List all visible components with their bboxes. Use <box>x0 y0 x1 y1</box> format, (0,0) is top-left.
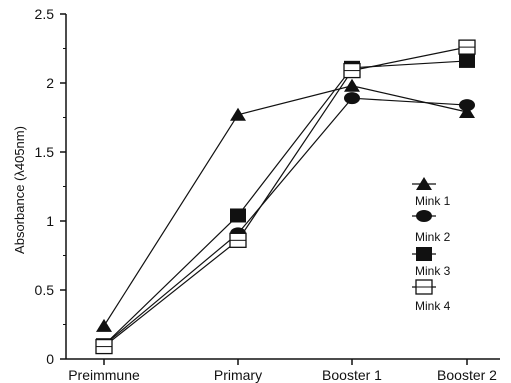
series-line-mink-3 <box>103 60 468 346</box>
y-tick-label: 2 <box>46 75 54 91</box>
data-point-mink-4 <box>458 39 476 55</box>
y-tick-label: 1.5 <box>35 144 55 160</box>
x-tick-label: Primary <box>214 367 262 383</box>
legend-label-mink-2: Mink 2 <box>415 230 451 244</box>
data-point-mink-2 <box>344 92 360 105</box>
y-tick-label: 0 <box>46 351 54 367</box>
data-point-mink-1 <box>344 78 360 92</box>
data-point-mink-4 <box>229 232 247 248</box>
data-point-mink-1 <box>96 318 112 332</box>
x-axis: Preimmune Primary Booster 1 Booster 2 <box>66 358 500 383</box>
legend-marker-mink-2 <box>416 210 432 222</box>
y-tick-label: 0.5 <box>35 282 55 298</box>
data-point-mink-3 <box>459 53 475 68</box>
data-point-mink-4 <box>343 62 361 79</box>
series-layer <box>95 39 476 355</box>
legend-label-mink-3: Mink 3 <box>415 264 451 278</box>
legend: Mink 1 Mink 2 Mink 3 Mink 4 <box>412 177 451 313</box>
legend-label-mink-1: Mink 1 <box>415 194 451 208</box>
data-point-mink-2 <box>459 99 475 112</box>
data-point-mink-4 <box>95 338 113 355</box>
y-axis: 0 0.5 1 1.5 2 2.5 <box>35 6 67 367</box>
x-tick-label: Preimmune <box>68 367 140 383</box>
data-point-mink-1 <box>230 107 246 121</box>
x-tick-label: Booster 1 <box>322 367 382 383</box>
legend-marker-mink-1 <box>416 177 432 190</box>
series-line-mink-1 <box>103 85 468 327</box>
data-point-mink-3 <box>230 208 246 223</box>
data-point-mink-1 <box>459 104 475 118</box>
legend-marker-mink-3 <box>416 247 432 261</box>
legend-label-mink-4: Mink 4 <box>415 299 451 313</box>
y-tick-label: 1 <box>46 213 54 229</box>
series-line-mink-2 <box>103 97 468 346</box>
y-tick-label: 2.5 <box>35 6 55 22</box>
series-line-mink-4 <box>103 46 468 348</box>
y-axis-title: Absorbance (λ405nm) <box>12 126 27 254</box>
x-tick-label: Booster 2 <box>437 367 497 383</box>
legend-marker-mink-4 <box>415 279 433 295</box>
